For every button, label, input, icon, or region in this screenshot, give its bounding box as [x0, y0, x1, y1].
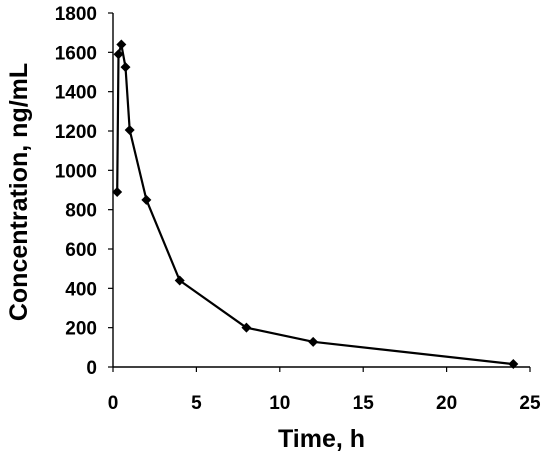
x-tick-label: 20	[436, 393, 457, 414]
x-tick-label: 15	[353, 393, 375, 414]
y-tick-label: 1800	[55, 4, 97, 25]
x-tick-label: 5	[191, 393, 202, 414]
x-tick-label: 25	[519, 393, 541, 414]
series-line	[116, 43, 514, 366]
y-tick-label: 200	[65, 319, 97, 340]
data-point-marker	[124, 125, 135, 136]
x-tick-label: 0	[108, 393, 119, 414]
y-ticks: 0 200 400 600 800 1000 1200 1400 1600 1800	[55, 4, 113, 379]
y-axis-title: Concentration, ng/mL	[5, 63, 33, 321]
data-point-marker	[113, 49, 124, 60]
y-tick-label: 0	[86, 358, 97, 379]
y-tick-label: 1600	[55, 43, 97, 64]
x-ticks: 0 5 10 15 20 25	[108, 367, 541, 414]
data-point-marker	[141, 194, 152, 205]
y-tick-label: 600	[65, 240, 97, 261]
data-point-marker	[508, 359, 519, 370]
y-tick-label: 800	[65, 201, 97, 222]
axes	[112, 13, 530, 368]
plot-area	[112, 39, 519, 370]
data-point-marker	[112, 186, 123, 197]
y-tick-label: 400	[65, 279, 97, 300]
data-point-marker	[308, 336, 319, 347]
x-axis-title: Time, h	[278, 425, 365, 453]
data-point-marker	[116, 39, 127, 50]
y-tick-label: 1200	[55, 122, 97, 143]
data-point-marker	[174, 275, 185, 286]
y-tick-label: 1000	[55, 161, 97, 182]
data-point-marker	[241, 322, 252, 333]
x-tick-label: 10	[269, 393, 290, 414]
data-point-marker	[120, 62, 131, 73]
y-tick-label: 1400	[55, 83, 97, 104]
